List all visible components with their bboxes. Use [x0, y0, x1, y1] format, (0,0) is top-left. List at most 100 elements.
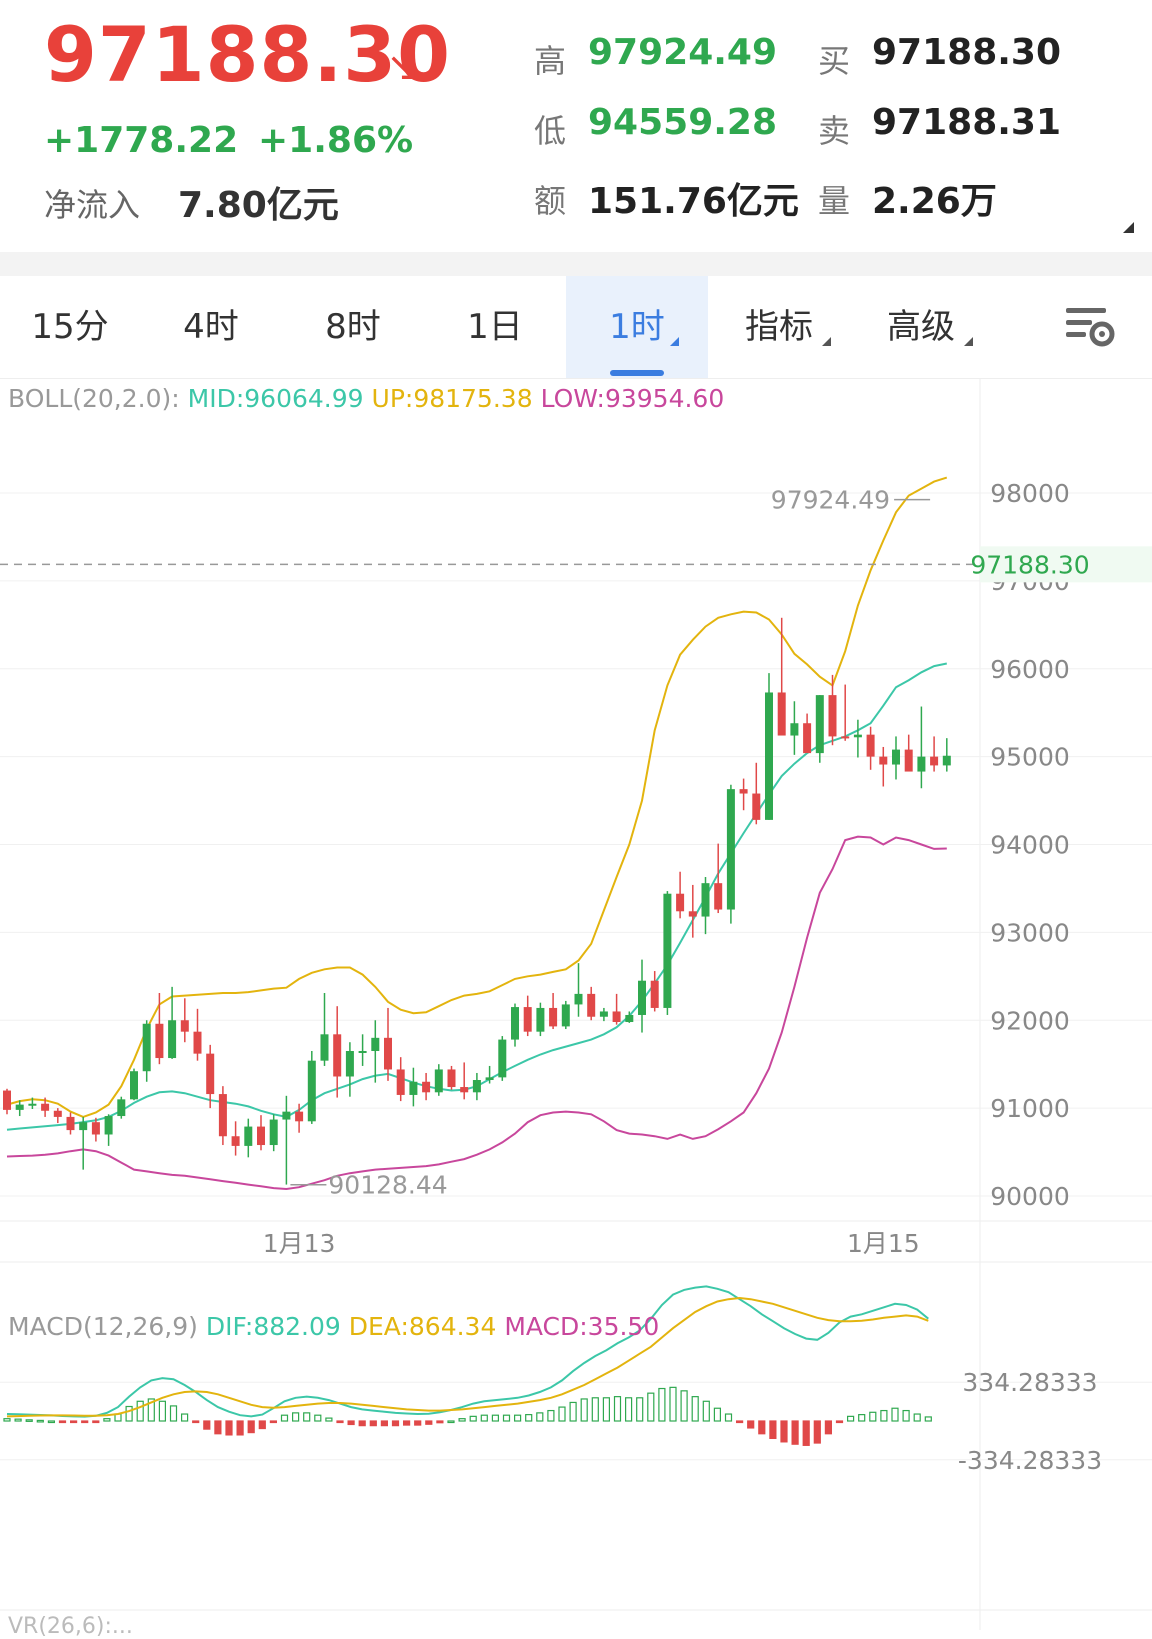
- candle-up: [625, 1011, 634, 1023]
- macd-histogram-bar: [691, 1396, 699, 1422]
- candle-down: [155, 993, 164, 1065]
- x-tick-label: 1月13: [263, 1229, 336, 1258]
- macd-histogram-bar: [536, 1412, 544, 1422]
- macd-histogram-bar: [314, 1414, 322, 1422]
- macd-histogram-bar: [880, 1409, 888, 1422]
- macd-histogram-bar: [292, 1412, 300, 1422]
- macd-histogram-bar: [269, 1420, 277, 1424]
- macd-histogram-bar: [513, 1414, 522, 1422]
- candle-down: [879, 746, 888, 787]
- macd-histogram-bar: [25, 1419, 33, 1422]
- candle-down: [218, 1086, 227, 1146]
- candle-up: [790, 701, 799, 755]
- candle-down: [587, 986, 596, 1021]
- candle-body: [638, 980, 646, 1015]
- candle-body: [879, 756, 888, 765]
- candle-body: [930, 756, 939, 766]
- macd-histogram-bar: [502, 1414, 511, 1422]
- macd-histogram-bar: [236, 1420, 244, 1436]
- macd-histogram-bar: [924, 1416, 932, 1422]
- macd-legend-dif: DIF:882.09: [205, 1312, 341, 1341]
- section-divider: [0, 252, 1152, 276]
- candle-body: [790, 723, 799, 736]
- macd-histogram-bar: [802, 1420, 810, 1446]
- tab-4h[interactable]: 4时: [140, 276, 282, 378]
- macd-histogram-bar: [735, 1420, 744, 1424]
- candle-body: [130, 1071, 138, 1100]
- candle-body: [295, 1111, 304, 1122]
- candle-body: [587, 993, 596, 1017]
- dropdown-triangle-icon: [964, 337, 973, 346]
- candle-down: [777, 617, 786, 736]
- candle-body: [828, 695, 837, 737]
- candle-body: [472, 1080, 481, 1093]
- candle-body: [447, 1069, 456, 1088]
- macd-histogram-bar: [702, 1400, 710, 1422]
- candle-body: [676, 893, 685, 912]
- macd-dif-line: [6, 1285, 929, 1418]
- tab-1h[interactable]: 1时: [566, 276, 708, 378]
- candle-up: [168, 986, 177, 1059]
- candle-up: [853, 719, 862, 758]
- candle-up: [663, 891, 672, 1015]
- candle-body: [561, 1004, 570, 1027]
- candle-down: [396, 1057, 405, 1102]
- macd-histogram-bar: [203, 1420, 211, 1430]
- macd-histogram-bar: [47, 1420, 56, 1424]
- candle-up: [142, 1020, 151, 1082]
- tab-indicators[interactable]: 指标: [708, 276, 850, 378]
- current-price-label: 97188.30: [970, 550, 1089, 579]
- change-amount: +1778.22: [44, 120, 239, 161]
- trend-arrow-icon: ↘: [386, 44, 420, 90]
- expand-corner-icon[interactable]: [1123, 222, 1134, 233]
- macd-legend-dea: DEA:864.34: [348, 1312, 497, 1341]
- x-tick-label: 1月15: [847, 1229, 920, 1258]
- low-value: 94559.28: [588, 102, 778, 143]
- tab-8h[interactable]: 8时: [282, 276, 424, 378]
- y-tick-label: 92000: [990, 1006, 1070, 1035]
- macd-histogram-bar: [469, 1415, 477, 1422]
- candle-body: [892, 749, 900, 765]
- candle-body: [168, 1020, 177, 1059]
- candle-up: [917, 706, 926, 789]
- tab-advanced[interactable]: 高级: [850, 276, 992, 378]
- active-tab-indicator: [610, 370, 664, 376]
- buy-label: 买: [818, 42, 851, 80]
- tab-15min[interactable]: 15分: [0, 276, 140, 378]
- boll-legend-name: BOLL(20,2.0):: [8, 384, 180, 413]
- high-label: 高: [534, 42, 567, 80]
- period-tabs: 15分 4时 8时 1日 1时 指标 高级: [0, 276, 1152, 379]
- candle-down: [714, 843, 723, 914]
- macd-histogram-bar: [103, 1418, 111, 1422]
- candle-down: [866, 726, 875, 770]
- tab-1d[interactable]: 1日: [424, 276, 566, 378]
- chart-settings-icon[interactable]: [1060, 296, 1120, 356]
- macd-histogram-bar: [414, 1420, 422, 1426]
- high-value: 97924.49: [588, 32, 778, 73]
- candle-up: [307, 1051, 316, 1124]
- tab-label: 4时: [183, 307, 239, 347]
- candle-down: [53, 1108, 62, 1124]
- dropdown-triangle-icon: [822, 337, 831, 346]
- candle-down: [803, 713, 812, 754]
- macd-histogram-bar: [247, 1420, 255, 1434]
- candle-down: [422, 1072, 431, 1101]
- macd-histogram-bar: [225, 1420, 233, 1436]
- kline-chart[interactable]: 9800097000960009500094000930009200091000…: [0, 378, 1152, 1630]
- macd-histogram-bar: [192, 1420, 200, 1424]
- candle-down: [231, 1121, 240, 1156]
- candle-up: [282, 1095, 291, 1185]
- candle-up: [345, 1042, 354, 1097]
- sell-value: 97188.31: [872, 102, 1062, 143]
- candle-down: [91, 1117, 100, 1142]
- candle-body: [409, 1081, 418, 1095]
- candle-body: [942, 755, 951, 766]
- macd-histogram-bar: [680, 1390, 688, 1422]
- tab-label: 15分: [31, 307, 109, 347]
- candle-body: [511, 1007, 519, 1040]
- last-price: 97188.30: [44, 10, 452, 99]
- y-tick-label: 98000: [990, 479, 1070, 508]
- macd-histogram-bar: [869, 1411, 877, 1422]
- candle-body: [599, 1011, 608, 1017]
- candle-body: [663, 893, 672, 1008]
